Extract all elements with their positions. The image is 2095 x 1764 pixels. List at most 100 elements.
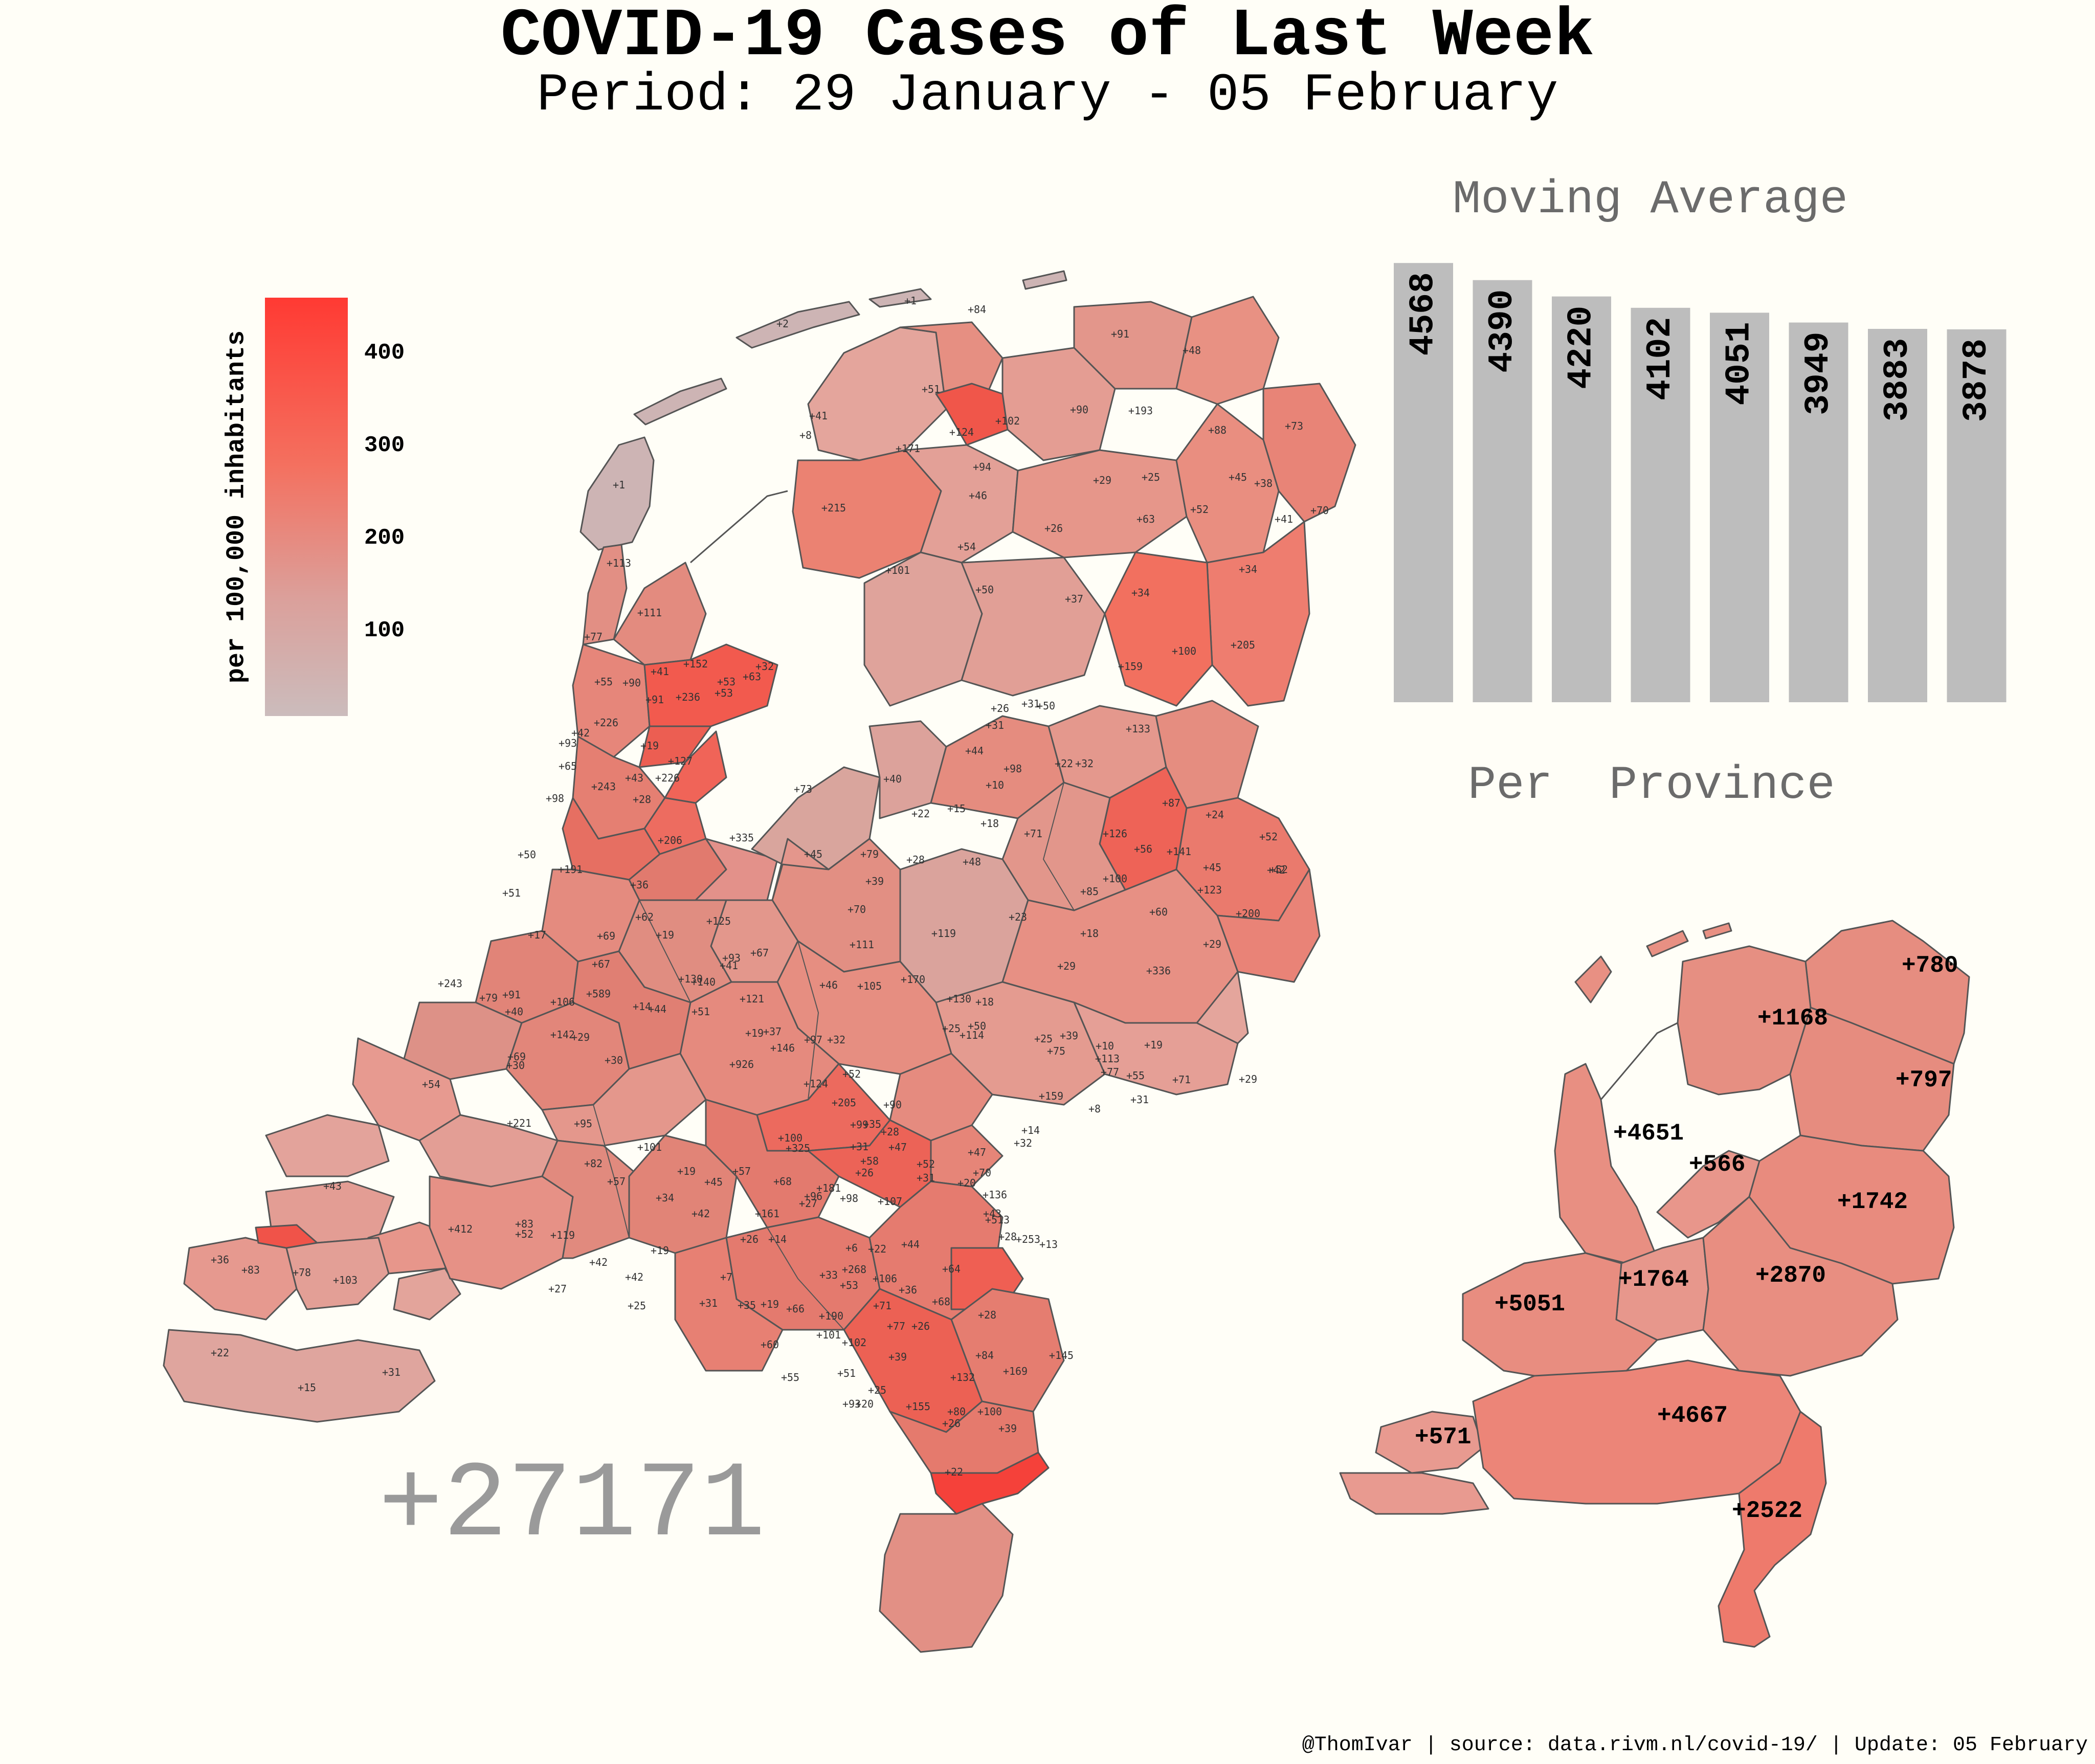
municipality-value-label: +83 [515, 1218, 533, 1230]
municipality-value-label: +32 [1075, 757, 1094, 770]
municipality-value-label: +39 [888, 1351, 907, 1363]
municipality-value-label: +26 [1044, 522, 1063, 534]
municipality-value-label: +123 [1197, 884, 1222, 896]
municipality-value-label: +27 [548, 1283, 567, 1295]
municipality-value-label: +67 [592, 958, 610, 970]
moving-average-value-label: 4220 [1562, 306, 1601, 389]
municipality-value-label: +46 [819, 979, 838, 991]
municipality-value-label: +77 [584, 631, 603, 643]
municipality-value-label: +106 [550, 996, 575, 1008]
moving-average-bar [1631, 307, 1690, 702]
island-prov-2 [1646, 930, 1689, 957]
municipality-value-label: +55 [781, 1371, 799, 1383]
municipality-value-label: +52 [917, 1158, 935, 1170]
municipality-value-label: +111 [637, 607, 662, 619]
region-winterswijk [1196, 971, 1249, 1044]
municipality-value-label: +57 [732, 1165, 751, 1177]
island-texel [580, 436, 655, 551]
province-value-label: +4651 [1613, 1120, 1684, 1147]
region-zeeuws-vlaanderen [163, 1329, 436, 1423]
municipality-value-label: +25 [628, 1300, 646, 1312]
province-value-label: +5051 [1495, 1291, 1565, 1318]
municipality-value-label: +60 [761, 1338, 779, 1351]
moving-average-bar [1789, 322, 1848, 702]
municipality-value-label: +62 [635, 911, 654, 923]
municipality-value-label: +10 [986, 779, 1004, 791]
footer-credits: @ThomIvar | source: data.rivm.nl/covid-1… [1302, 1734, 2088, 1757]
municipality-value-label: +20 [855, 1398, 874, 1410]
municipality-value-label: +67 [750, 947, 769, 959]
municipality-value-label: +39 [1060, 1030, 1078, 1042]
total-cases-label: +27171 [378, 1445, 766, 1567]
municipality-value-label: +28 [906, 854, 925, 866]
municipality-value-label: +55 [1126, 1069, 1145, 1082]
municipality-value-label: +54 [957, 541, 976, 553]
municipality-value-label: +68 [773, 1175, 792, 1188]
municipality-value-label: +39 [998, 1422, 1017, 1435]
municipality-value-label: +17 [528, 929, 546, 941]
province-value-label: +797 [1896, 1067, 1952, 1093]
municipality-value-label: +100 [1172, 645, 1196, 657]
municipality-value-label: +191 [558, 863, 583, 876]
municipality-value-label: +19 [761, 1298, 779, 1310]
municipality-value-label: +926 [729, 1058, 754, 1070]
border-line [593, 1104, 630, 1238]
municipality-value-label: +31 [699, 1297, 718, 1309]
municipality-value-label: +18 [975, 996, 994, 1008]
municipality-value-label: +26 [911, 1320, 930, 1332]
municipality-value-label: +170 [901, 973, 925, 986]
chart-subtitle: Period: 29 January - 05 February [537, 65, 1558, 126]
municipality-value-label: +73 [794, 783, 812, 795]
municipality-value-label: +99 [850, 1119, 868, 1131]
municipality-value-label: +71 [1172, 1074, 1191, 1086]
municipality-value-label: +98 [546, 792, 564, 805]
municipality-value-label: +268 [842, 1263, 866, 1276]
municipality-value-label: +71 [1024, 828, 1042, 840]
municipality-value-label: +80 [947, 1405, 966, 1418]
municipality-value-label: +15 [947, 802, 966, 815]
island-terschelling [736, 301, 860, 349]
municipality-value-label: +190 [819, 1310, 843, 1322]
municipality-value-label: +35 [863, 1118, 881, 1130]
municipality-value-label: +31 [382, 1366, 400, 1378]
municipality-value-label: +41 [651, 665, 669, 678]
municipality-value-label: +200 [1236, 907, 1260, 920]
municipality-value-label: +23 [1009, 911, 1027, 923]
municipality-value-label: +14 [768, 1233, 787, 1245]
province-gelderland [1702, 1196, 1899, 1377]
municipality-value-label: +159 [1039, 1090, 1063, 1102]
municipality-value-label: +106 [873, 1272, 897, 1285]
municipality-value-label: +22 [1055, 757, 1073, 770]
region-kempen [674, 1237, 784, 1372]
municipality-value-label: +513 [985, 1214, 1010, 1226]
municipality-value-label: +40 [505, 1006, 523, 1018]
municipality-value-label: +100 [1103, 873, 1127, 885]
municipality-value-label: +58 [860, 1155, 879, 1167]
municipality-value-label: +38 [1254, 477, 1273, 489]
border-line [797, 941, 819, 1100]
island-prov-1 [1574, 955, 1612, 1003]
municipality-value-label: +73 [1285, 420, 1303, 432]
province-value-label: +2870 [1755, 1262, 1826, 1289]
municipality-value-label: +206 [658, 834, 682, 846]
municipality-value-label: +25 [868, 1384, 886, 1396]
municipality-value-label: +66 [786, 1303, 805, 1315]
municipality-value-label: +101 [885, 564, 910, 576]
municipality-value-label: +19 [640, 740, 659, 752]
municipality-value-label: +77 [1101, 1066, 1119, 1078]
municipality-value-label: +30 [605, 1054, 623, 1066]
municipality-value-label: +31 [986, 719, 1004, 731]
province-labels: +780 +1168 +797 +4651+566 +1742 +2870 +1764 +50… [1415, 952, 1958, 1524]
municipality-value-label: +52 [515, 1228, 533, 1240]
municipality-value-label: +79 [860, 848, 879, 860]
municipality-value-label: +63 [1136, 513, 1155, 525]
municipality-value-label: +57 [607, 1175, 626, 1188]
municipality-value-label: +44 [648, 1003, 666, 1015]
municipality-value-label: +36 [899, 1284, 917, 1296]
municipality-value-label: +205 [832, 1097, 856, 1109]
municipality-value-label: +95 [574, 1118, 592, 1130]
municipality-value-label: +48 [1183, 344, 1201, 356]
municipality-value-label: +51 [837, 1367, 856, 1379]
municipality-value-label: +14 [1021, 1124, 1040, 1136]
